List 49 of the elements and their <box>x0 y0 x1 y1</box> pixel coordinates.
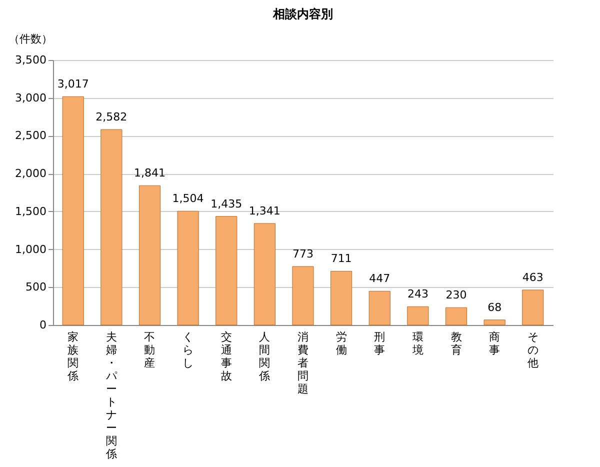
chart-title: 相談内容別 <box>272 7 333 21</box>
data-label: 463 <box>522 270 544 284</box>
data-label: 3,017 <box>57 78 89 91</box>
x-tick-label: 商事 <box>489 330 500 356</box>
x-tick-label: 教育 <box>450 330 462 356</box>
x-tick-label: くらし <box>182 330 194 370</box>
bar <box>100 129 122 326</box>
y-tick-label: 1,000 <box>15 242 46 256</box>
x-tick-label: 交通事故 <box>220 330 232 382</box>
bar <box>138 185 161 326</box>
y-tick-label: 0 <box>40 318 46 332</box>
y-tick-label: 2,500 <box>15 129 46 142</box>
y-tick-label: 500 <box>26 280 46 294</box>
data-label: 711 <box>330 252 352 266</box>
y-tick-label: 3,000 <box>15 91 46 104</box>
bar <box>177 210 199 326</box>
bar <box>62 96 84 326</box>
data-label: 1,435 <box>210 197 242 210</box>
data-label: 1,504 <box>172 192 204 206</box>
x-tick-label: 消費者問題 <box>298 330 308 396</box>
bar <box>368 290 390 326</box>
y-tick-label: 1,500 <box>15 204 46 218</box>
data-label: 1,341 <box>248 204 280 218</box>
bar <box>445 307 468 326</box>
x-tick-label: 人間関係 <box>259 330 270 382</box>
x-tick-label: その他 <box>527 330 538 370</box>
data-label: 773 <box>292 247 314 260</box>
category-label: 夫婦・パートナー関係 <box>106 330 117 460</box>
data-label: 447 <box>369 272 390 286</box>
data-label: 2,582 <box>96 110 128 124</box>
data-label: 230 <box>446 288 467 302</box>
x-tick-label: 環境 <box>411 330 424 356</box>
bar <box>216 216 238 326</box>
x-tick-label: 不動産 <box>144 330 156 370</box>
x-tick-label: 刑事 <box>374 330 386 356</box>
x-tick-label: 労働 <box>336 330 347 356</box>
bar <box>407 306 429 326</box>
bar <box>484 320 506 326</box>
bar <box>254 223 276 326</box>
bar <box>522 290 544 326</box>
data-label: 1,841 <box>134 166 166 180</box>
bar <box>292 266 314 326</box>
y-tick-label: 3,500 <box>15 54 46 66</box>
y-axis-title: （件数） <box>8 32 52 46</box>
data-label: 68 <box>488 300 502 314</box>
y-tick-label: 2,000 <box>15 167 46 180</box>
bar <box>330 270 352 326</box>
data-label: 243 <box>407 288 428 301</box>
x-tick-label: 家族関係 <box>68 330 79 382</box>
